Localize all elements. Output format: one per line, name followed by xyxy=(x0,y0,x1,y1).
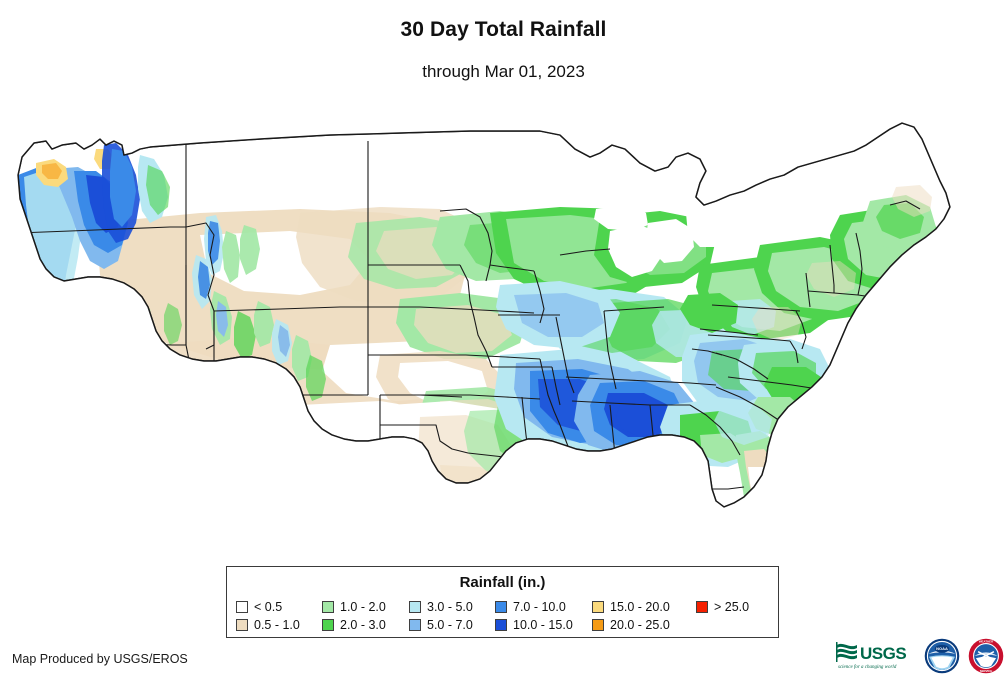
legend-label: 2.0 - 3.0 xyxy=(340,618,386,632)
svg-text:NOAA: NOAA xyxy=(936,646,948,651)
rainfall-map xyxy=(0,105,1007,555)
page-subtitle: through Mar 01, 2023 xyxy=(422,62,585,81)
legend-swatch xyxy=(409,619,421,631)
legend-swatch xyxy=(409,601,421,613)
legend-item: 7.0 - 10.0 xyxy=(495,598,592,616)
legend-item: 5.0 - 7.0 xyxy=(409,616,495,634)
legend-label: 20.0 - 25.0 xyxy=(610,618,670,632)
legend-item: 1.0 - 2.0 xyxy=(322,598,409,616)
legend-label: 7.0 - 10.0 xyxy=(513,600,566,614)
noaa-logo: NOAA xyxy=(924,638,960,674)
legend-item: 3.0 - 5.0 xyxy=(409,598,495,616)
legend-item: 0.5 - 1.0 xyxy=(236,616,322,634)
producer-credit: Map Produced by USGS/EROS xyxy=(12,652,188,666)
legend-swatch xyxy=(495,601,507,613)
legend-swatch xyxy=(696,601,708,613)
legend-label: 3.0 - 5.0 xyxy=(427,600,473,614)
svg-text:USGS: USGS xyxy=(860,644,906,663)
legend-label: 10.0 - 15.0 xyxy=(513,618,573,632)
legend-label: 5.0 - 7.0 xyxy=(427,618,473,632)
legend-label: > 25.0 xyxy=(714,600,750,614)
legend-label: 0.5 - 1.0 xyxy=(254,618,300,632)
legend-swatch xyxy=(495,619,507,631)
legend-column-3: 3.0 - 5.0 5.0 - 7.0 xyxy=(409,598,495,634)
legend-column-2: 1.0 - 2.0 2.0 - 3.0 xyxy=(322,598,409,634)
legend-swatch xyxy=(592,601,604,613)
svg-text:science for a changing world: science for a changing world xyxy=(838,665,897,670)
legend-item: 10.0 - 15.0 xyxy=(495,616,592,634)
legend-column-4: 7.0 - 10.0 10.0 - 15.0 xyxy=(495,598,592,634)
legend-label: 1.0 - 2.0 xyxy=(340,600,386,614)
page-title: 30 Day Total Rainfall xyxy=(400,18,607,41)
us-outline xyxy=(17,122,951,508)
rainfall-raster xyxy=(18,123,950,507)
legend-item: > 25.0 xyxy=(696,598,776,616)
legend-item: 2.0 - 3.0 xyxy=(322,616,409,634)
legend-swatch xyxy=(322,619,334,631)
legend-item: 20.0 - 25.0 xyxy=(592,616,696,634)
legend-column-5: 15.0 - 20.0 20.0 - 25.0 xyxy=(592,598,696,634)
map-legend: Rainfall (in.) < 0.5 0.5 - 1.0 1.0 - 2.0 xyxy=(226,566,779,638)
legend-item: < 0.5 xyxy=(236,598,322,616)
svg-text:WEATHER: WEATHER xyxy=(979,640,994,644)
svg-text:SERVICE: SERVICE xyxy=(980,669,993,673)
map-canvas xyxy=(17,122,951,508)
legend-swatch xyxy=(236,601,248,613)
legend-item: 15.0 - 20.0 xyxy=(592,598,696,616)
legend-column-6: > 25.0 xyxy=(696,598,776,634)
legend-swatch xyxy=(236,619,248,631)
legend-swatch xyxy=(322,601,334,613)
legend-column-1: < 0.5 0.5 - 1.0 xyxy=(236,598,322,634)
legend-label: < 0.5 xyxy=(254,600,283,614)
nws-logo: WEATHER SERVICE xyxy=(968,638,1004,674)
legend-entries: < 0.5 0.5 - 1.0 1.0 - 2.0 2.0 - 3.0 xyxy=(236,598,776,634)
usgs-logo: USGS science for a changing world xyxy=(836,642,907,670)
legend-title: Rainfall (in.) xyxy=(459,574,546,591)
legend-swatch xyxy=(592,619,604,631)
agency-logos: USGS science for a changing world NOAA W… xyxy=(836,638,1004,674)
legend-label: 15.0 - 20.0 xyxy=(610,600,670,614)
